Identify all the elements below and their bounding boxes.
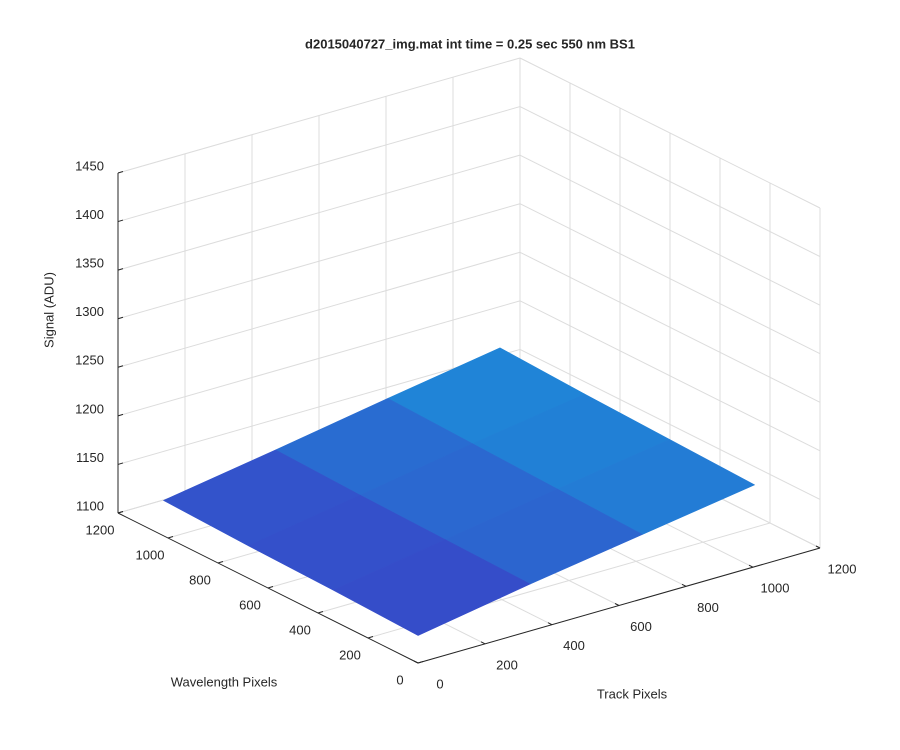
chart-title: d2015040727_img.mat int time = 0.25 sec … <box>305 36 635 51</box>
x-tick <box>681 583 687 587</box>
grid-line <box>117 348 521 465</box>
x-tick <box>547 622 553 626</box>
grid-line <box>117 203 521 320</box>
x-tick <box>480 641 486 645</box>
x-tick <box>748 564 754 568</box>
x-tick-label: 1200 <box>828 561 857 576</box>
grid-line <box>519 106 821 258</box>
z-tick <box>117 219 124 223</box>
y-tick-label: 600 <box>239 597 261 612</box>
y-tick <box>417 661 424 664</box>
x-tick-label: 400 <box>563 638 585 653</box>
grid-line <box>117 251 521 368</box>
grid-line <box>519 154 821 306</box>
z-tick <box>117 511 124 514</box>
x-tick-label: 0 <box>436 676 443 691</box>
z-tick <box>117 462 124 465</box>
grid-line <box>519 348 821 500</box>
grid-line <box>519 57 821 209</box>
z-tick <box>117 365 124 368</box>
x-tick <box>614 603 620 606</box>
y-tick-label: 1200 <box>86 522 115 537</box>
grid-line <box>117 154 521 271</box>
z-tick <box>117 413 124 417</box>
y-tick <box>167 536 174 539</box>
z-tick-label: 1300 <box>75 304 104 319</box>
x-tick <box>815 545 821 549</box>
z-tick-label: 1200 <box>75 401 104 416</box>
x-axis-label: Track Pixels <box>597 686 668 701</box>
y-tick <box>267 586 274 589</box>
grid-line <box>519 251 821 403</box>
y-tick-label: 1000 <box>136 547 165 562</box>
z-tick-label: 1100 <box>76 498 104 513</box>
y-axis-label: Wavelength Pixels <box>171 674 278 689</box>
z-axis-label: Signal (ADU) <box>41 272 56 348</box>
grid-line <box>117 300 521 417</box>
grid-line <box>117 57 521 174</box>
z-tick <box>117 268 124 271</box>
y-tick-label: 400 <box>289 622 311 637</box>
y-tick-label: 0 <box>396 672 403 687</box>
x-tick-label: 800 <box>697 600 719 615</box>
x-tick-label: 200 <box>496 657 518 672</box>
z-tick <box>117 316 124 320</box>
surface-patch <box>332 539 531 636</box>
z-tick-label: 1450 <box>75 158 104 173</box>
y-tick-label: 200 <box>339 647 361 662</box>
grid-line <box>519 300 821 452</box>
grid-line <box>117 106 521 223</box>
z-tick-label: 1250 <box>75 353 104 368</box>
surface <box>162 347 756 636</box>
x-tick-label: 1000 <box>761 581 790 596</box>
y-tick <box>217 561 224 564</box>
grid-line <box>519 203 821 355</box>
x-tick-label: 600 <box>630 619 652 634</box>
y-tick <box>367 636 374 639</box>
x-tick <box>413 660 419 664</box>
z-tick-label: 1150 <box>76 450 104 465</box>
axes: 0 200 400 600 800 1000 1200 0 200 400 600 800 1000 12… <box>75 158 856 691</box>
y-tick-label: 800 <box>189 572 211 587</box>
z-tick-label: 1400 <box>75 207 104 222</box>
z-tick-label: 1350 <box>75 256 104 271</box>
z-tick <box>117 171 124 174</box>
y-tick <box>317 611 324 614</box>
